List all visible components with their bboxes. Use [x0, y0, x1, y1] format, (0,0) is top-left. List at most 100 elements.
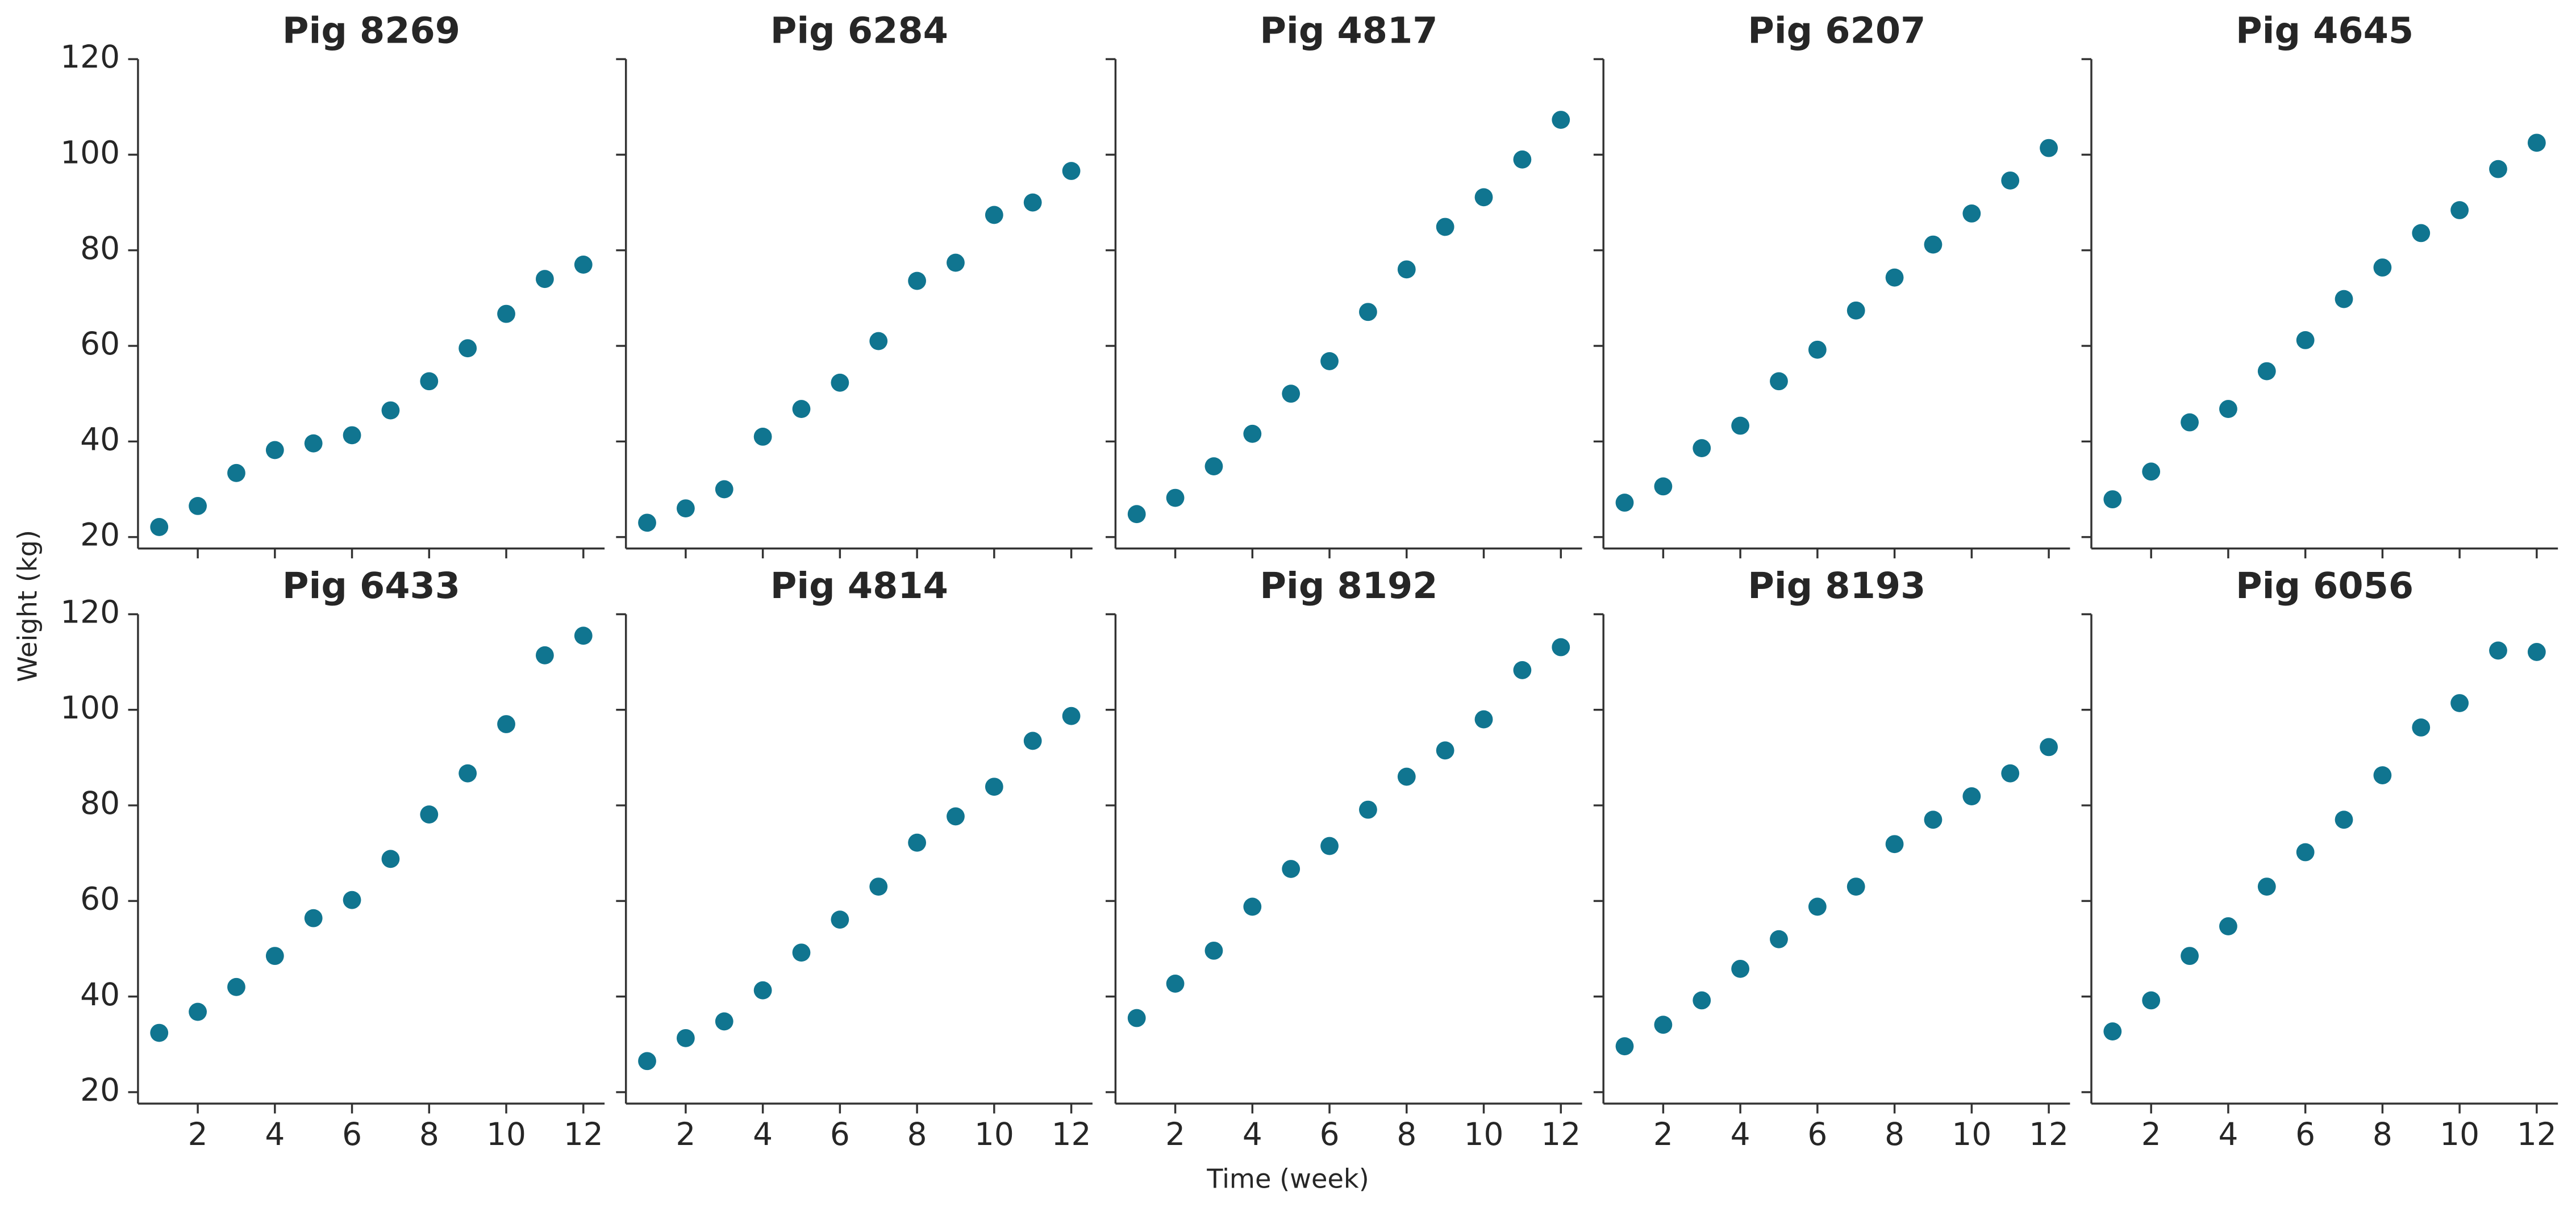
point [1962, 787, 1981, 805]
point [831, 910, 849, 929]
point [2489, 160, 2507, 178]
point [792, 943, 811, 962]
point [792, 400, 811, 418]
point [2527, 643, 2546, 661]
x-tick-label: 6 [2295, 1116, 2315, 1152]
panel-title: Pig 4645 [2236, 10, 2414, 52]
point [1127, 505, 1146, 524]
panel-title: Pig 4817 [1260, 10, 1437, 52]
point [1023, 732, 1042, 750]
point [1846, 877, 1865, 896]
point [150, 1023, 169, 1042]
x-tick-label: 4 [265, 1116, 285, 1152]
point [343, 891, 361, 909]
panel-title: Pig 8269 [282, 10, 460, 52]
point [2527, 133, 2546, 152]
point [2103, 490, 2122, 509]
point [2257, 877, 2276, 896]
point [2296, 331, 2315, 349]
point [831, 373, 849, 392]
point [2450, 201, 2469, 219]
panel-title: Pig 8192 [1260, 565, 1437, 607]
point [869, 877, 888, 896]
x-tick-label: 12 [2029, 1116, 2069, 1152]
point [574, 626, 593, 645]
point [1924, 810, 1943, 829]
x-tick-label: 6 [830, 1116, 850, 1152]
point [227, 977, 245, 996]
x-tick-label: 2 [676, 1116, 695, 1152]
point [1693, 991, 1711, 1010]
point [2181, 947, 2199, 966]
point [1474, 710, 1493, 729]
point [908, 271, 927, 290]
x-tick-label: 6 [342, 1116, 362, 1152]
point [1282, 385, 1300, 403]
point [2489, 641, 2507, 660]
y-tick-label: 40 [80, 976, 120, 1013]
point [947, 807, 965, 826]
point [1023, 193, 1042, 212]
x-tick-label: 4 [1731, 1116, 1750, 1152]
y-tick-label: 120 [60, 594, 120, 630]
point [1127, 1009, 1146, 1027]
x-tick-label: 8 [419, 1116, 439, 1152]
point [536, 270, 554, 289]
point [985, 778, 1003, 796]
point [1552, 111, 1570, 129]
y-tick-label: 100 [60, 135, 120, 171]
panel-title: Pig 6207 [1748, 10, 1925, 52]
point [1513, 661, 1532, 679]
point [2001, 764, 2020, 783]
point [497, 715, 515, 733]
x-tick-label: 8 [1885, 1116, 1904, 1152]
point [985, 206, 1003, 224]
point [574, 256, 593, 274]
point [1320, 352, 1339, 370]
x-tick-label: 8 [2373, 1116, 2392, 1152]
point [1243, 424, 1262, 443]
panel-title: Pig 4814 [770, 565, 948, 607]
x-tick-label: 6 [1807, 1116, 1827, 1152]
point [715, 480, 733, 499]
point [2040, 738, 2058, 757]
y-tick-label: 100 [60, 689, 120, 726]
x-tick-label: 6 [1320, 1116, 1340, 1152]
point [189, 1002, 207, 1021]
y-axis-label: Weight (kg) [12, 530, 43, 682]
x-tick-label: 12 [564, 1116, 603, 1152]
point [1243, 897, 1262, 916]
x-tick-label: 10 [974, 1116, 1014, 1152]
x-tick-label: 4 [753, 1116, 773, 1152]
x-tick-label: 8 [907, 1116, 927, 1152]
point [1808, 897, 1827, 916]
point [265, 947, 284, 966]
point [1846, 301, 1865, 320]
x-tick-label: 10 [2440, 1116, 2479, 1152]
point [1474, 188, 1493, 207]
point [150, 518, 169, 536]
point [304, 909, 323, 927]
point [2373, 258, 2392, 277]
y-tick-label: 60 [80, 880, 120, 917]
y-tick-label: 20 [80, 1072, 120, 1108]
y-tick-label: 120 [60, 39, 120, 75]
point [420, 805, 439, 824]
point [1062, 162, 1081, 180]
point [2103, 1022, 2122, 1040]
y-tick-label: 20 [80, 517, 120, 553]
point [2181, 413, 2199, 432]
x-tick-label: 8 [1397, 1116, 1416, 1152]
point [1924, 235, 1943, 254]
x-tick-label: 2 [2141, 1116, 2161, 1152]
point [2040, 139, 2058, 157]
x-tick-label: 12 [2517, 1116, 2557, 1152]
x-tick-label: 10 [1464, 1116, 1504, 1152]
point [638, 513, 656, 532]
point [1359, 303, 1377, 321]
point [1204, 941, 1223, 960]
point [1654, 1015, 1673, 1034]
point [1654, 477, 1673, 496]
point [1885, 268, 1904, 287]
y-tick-label: 80 [80, 230, 120, 266]
